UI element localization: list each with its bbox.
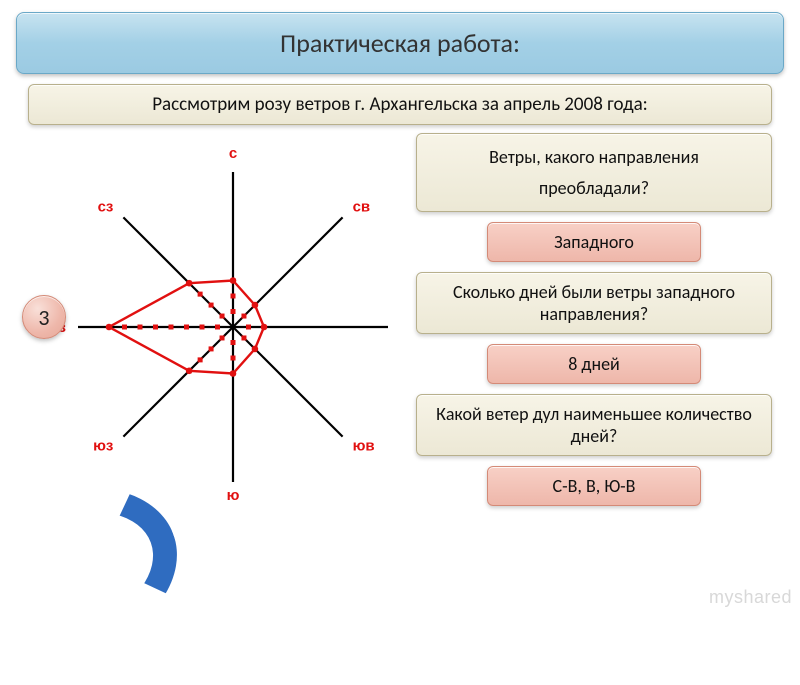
question-1-line1: Ветры, какого направления [489,146,699,168]
svg-text:ю: ю [227,487,240,504]
watermark: myshared [709,587,792,608]
qa-column: Ветры, какого направления преобладали? З… [408,133,772,517]
question-1-line2: преобладали? [539,177,649,199]
wind-rose-diagram: ссввювююззсз [38,137,398,517]
answer-1: Западного [487,222,701,262]
svg-text:юз: юз [93,438,113,455]
answer-3: С-В, В, Ю-В [487,466,701,506]
svg-text:юв: юв [353,438,375,455]
content-area: 3 ссввювююззсз Ветры, какого направления… [0,133,800,517]
page-title: Практическая работа: [16,12,784,74]
diagram-column: 3 ссввювююззсз [28,133,408,517]
question-2: Сколько дней были ветры западного направ… [416,272,772,334]
question-1: Ветры, какого направления преобладали? [416,133,772,212]
svg-text:сз: сз [98,198,114,215]
step-badge: 3 [22,295,66,339]
subtitle: Рассмотрим розу ветров г. Архангельска з… [28,84,772,125]
answer-2: 8 дней [487,344,701,384]
svg-text:с: с [229,145,237,162]
question-3: Какой ветер дул наименьшее количество дн… [416,394,772,456]
svg-text:св: св [353,198,371,215]
